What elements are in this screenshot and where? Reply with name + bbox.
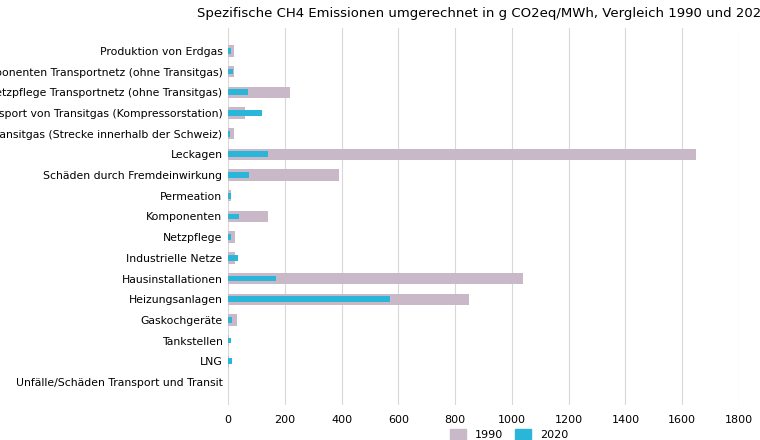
Bar (228, 131, 230, 136)
Bar (228, 231, 235, 243)
Bar (228, 252, 235, 264)
Bar (228, 107, 245, 119)
Bar (228, 293, 470, 305)
Bar (228, 337, 231, 344)
Bar (228, 169, 339, 181)
Bar (228, 273, 523, 284)
Bar (228, 255, 238, 261)
Bar (228, 275, 277, 282)
Bar (228, 45, 233, 57)
Bar (228, 190, 231, 202)
Bar (228, 359, 233, 364)
Bar (228, 296, 390, 302)
Bar (228, 335, 230, 346)
Bar (228, 172, 249, 178)
Bar (228, 314, 236, 326)
Bar (228, 48, 231, 54)
Bar (228, 66, 233, 77)
Bar (228, 89, 248, 95)
Bar (228, 128, 233, 139)
Bar (228, 211, 268, 222)
Bar (228, 149, 696, 160)
Bar (228, 69, 233, 74)
Bar (228, 356, 230, 367)
Bar (228, 87, 290, 98)
Bar (228, 317, 233, 323)
Bar (228, 193, 231, 198)
Bar (228, 151, 268, 157)
Bar (228, 110, 262, 116)
Legend: 1990, 2020: 1990, 2020 (445, 425, 573, 440)
Bar (228, 234, 231, 240)
Bar (228, 213, 239, 219)
Title: Spezifische CH4 Emissionen umgerechnet in g CO2eq/MWh, Vergleich 1990 und 2020: Spezifische CH4 Emissionen umgerechnet i… (197, 7, 760, 20)
